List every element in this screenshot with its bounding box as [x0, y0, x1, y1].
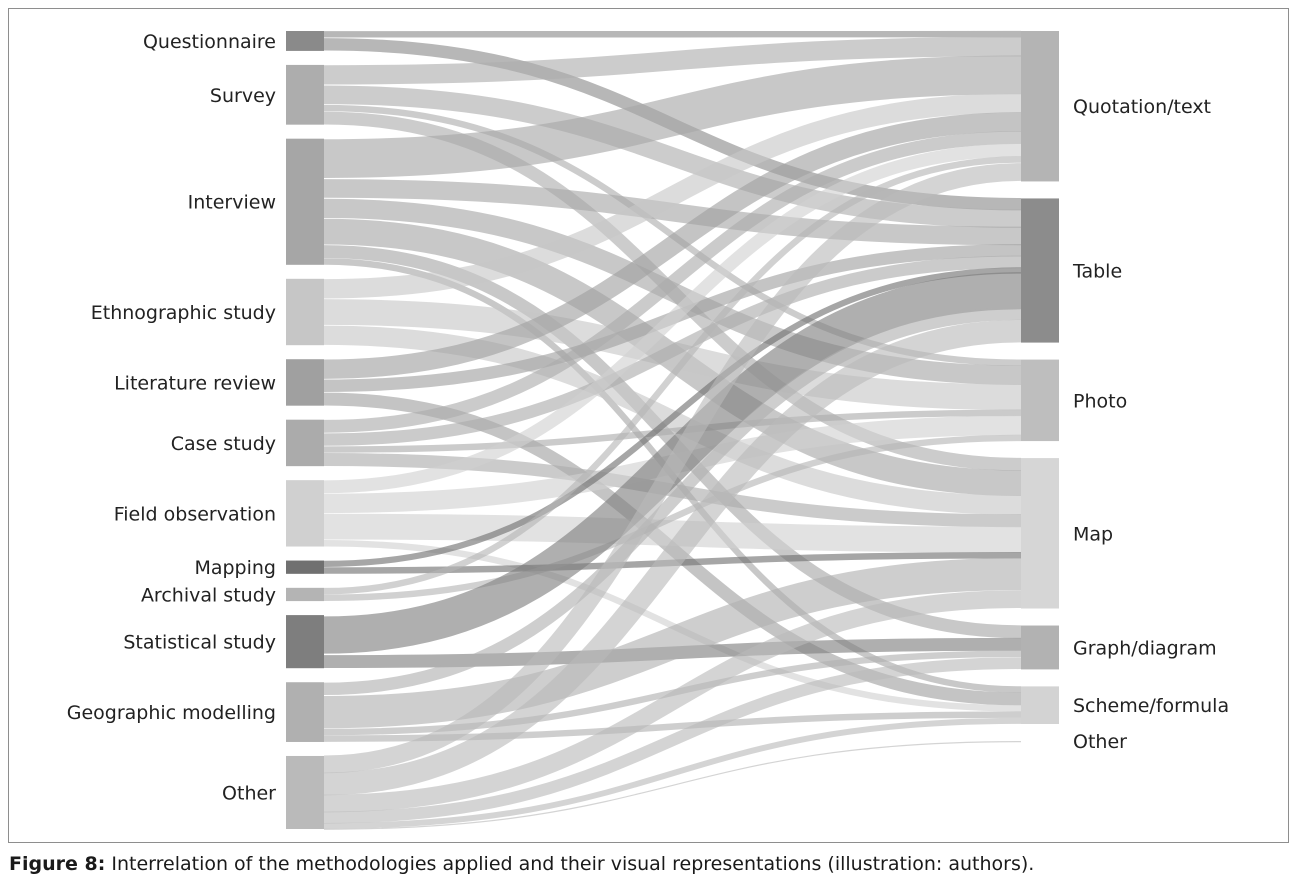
target-label-graph-diagram: Graph/diagram — [1073, 637, 1217, 659]
source-node-geographic-modelling — [286, 682, 324, 742]
target-label-map: Map — [1073, 523, 1113, 545]
link-a-to-qt — [323, 156, 1022, 595]
source-label-mapping: Mapping — [194, 557, 276, 579]
target-node-table — [1021, 198, 1059, 343]
link-f-to-mp — [323, 513, 1022, 553]
source-node-survey — [286, 64, 324, 125]
link-g-to-mp — [323, 557, 1022, 729]
link-e-to-qt — [323, 93, 1022, 299]
link-i-to-qt — [323, 55, 1022, 178]
link-f-to-qt — [323, 143, 1022, 494]
source-label-ethnographic-study: Ethnographic study — [91, 302, 276, 324]
source-label-questionnaire: Questionnaire — [143, 31, 276, 53]
target-label-quotation-text: Quotation/text — [1073, 96, 1211, 118]
link-c-to-qt — [323, 131, 1022, 433]
source-label-archival-study: Archival study — [141, 584, 276, 606]
link-g-to-tb — [323, 307, 1022, 696]
target-label-scheme-formula: Scheme/formula — [1073, 695, 1229, 717]
link-o-to-mp — [323, 590, 1022, 813]
source-node-statistical-study — [286, 615, 324, 669]
target-label-photo: Photo — [1073, 390, 1127, 412]
source-label-case-study: Case study — [171, 433, 276, 455]
link-o-to-qt — [323, 163, 1022, 774]
source-node-mapping — [286, 560, 324, 574]
source-node-questionnaire — [286, 31, 324, 51]
sankey-links — [323, 30, 1022, 830]
link-l-to-qt — [323, 112, 1022, 379]
source-node-interview — [286, 138, 324, 265]
target-node-scheme-formula — [1021, 686, 1059, 724]
source-label-geographic-modelling: Geographic modelling — [67, 702, 276, 724]
link-m-to-tb — [323, 267, 1022, 567]
target-node-quotation-text — [1021, 31, 1059, 182]
link-o-to-sf — [323, 717, 1022, 829]
link-o-to-ot — [323, 741, 1022, 830]
target-node-map — [1021, 458, 1059, 609]
target-node-graph-diagram — [1021, 625, 1059, 670]
link-c-to-tb — [323, 255, 1022, 446]
target-label-other: Other — [1073, 731, 1127, 753]
figure-caption: Figure 8: Interrelation of the methodolo… — [9, 853, 1034, 875]
source-node-ethnographic-study — [286, 278, 324, 346]
target-nodes — [1021, 31, 1059, 724]
target-label-table: Table — [1072, 261, 1122, 283]
source-node-other — [286, 755, 324, 829]
source-node-field-observation — [286, 480, 324, 547]
node-labels: Questionnaire Survey Interview Ethnographic… — [67, 31, 1229, 805]
source-node-archival-study — [286, 587, 324, 602]
caption-label: Figure 8: — [9, 853, 106, 875]
link-o-to-tb — [323, 319, 1022, 796]
sankey-diagram: Questionnaire Survey Interview Ethnographic… — [67, 30, 1229, 830]
target-node-photo — [1021, 359, 1059, 442]
link-i-to-tb — [323, 179, 1022, 246]
source-label-literature-review: Literature review — [114, 372, 276, 394]
caption-text: Interrelation of the methodologies appli… — [105, 853, 1035, 875]
link-c-to-ph — [323, 409, 1022, 453]
link-a-to-ph — [323, 434, 1022, 602]
source-label-survey: Survey — [210, 85, 276, 107]
link-s-to-qt — [323, 36, 1022, 85]
source-node-case-study — [286, 419, 324, 467]
source-nodes — [286, 31, 324, 829]
source-label-other: Other — [222, 782, 276, 804]
figure-frame: Questionnaire Survey Interview Ethnographic… — [8, 8, 1289, 843]
source-label-interview: Interview — [188, 192, 276, 214]
source-label-field-observation: Field observation — [114, 503, 276, 525]
source-node-literature-review — [286, 359, 324, 406]
source-label-statistical-study: Statistical study — [123, 632, 276, 654]
link-o-to-gd — [323, 657, 1022, 824]
